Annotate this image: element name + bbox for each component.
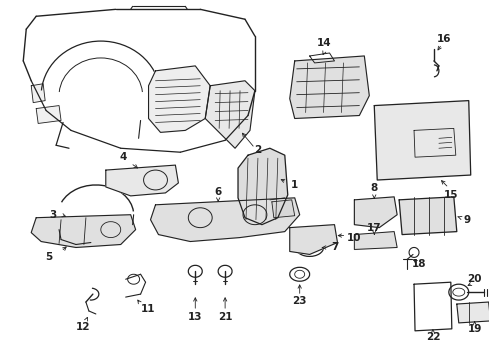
Polygon shape bbox=[238, 148, 288, 225]
Polygon shape bbox=[290, 225, 338, 255]
Text: 11: 11 bbox=[141, 304, 156, 314]
Polygon shape bbox=[272, 200, 294, 218]
Text: 10: 10 bbox=[347, 233, 362, 243]
Polygon shape bbox=[31, 84, 45, 103]
Text: 8: 8 bbox=[370, 183, 378, 193]
Polygon shape bbox=[457, 302, 490, 323]
Polygon shape bbox=[148, 66, 210, 132]
Text: 7: 7 bbox=[331, 243, 338, 252]
Polygon shape bbox=[31, 215, 136, 247]
Text: 15: 15 bbox=[443, 190, 458, 200]
Polygon shape bbox=[150, 198, 300, 242]
Text: 12: 12 bbox=[75, 322, 90, 332]
Polygon shape bbox=[290, 56, 369, 118]
Text: 1: 1 bbox=[291, 180, 298, 190]
Text: 20: 20 bbox=[467, 274, 482, 284]
Polygon shape bbox=[354, 197, 397, 228]
Text: 3: 3 bbox=[49, 210, 57, 220]
Text: 6: 6 bbox=[215, 187, 222, 197]
Polygon shape bbox=[354, 231, 397, 249]
Text: 18: 18 bbox=[412, 259, 426, 269]
Polygon shape bbox=[374, 100, 471, 180]
Text: 19: 19 bbox=[467, 324, 482, 334]
Text: 14: 14 bbox=[317, 38, 332, 48]
Text: 16: 16 bbox=[437, 34, 451, 44]
Text: 22: 22 bbox=[426, 332, 440, 342]
Text: 9: 9 bbox=[463, 215, 470, 225]
Polygon shape bbox=[36, 105, 61, 123]
Text: 17: 17 bbox=[367, 222, 382, 233]
Polygon shape bbox=[399, 197, 457, 235]
Text: 4: 4 bbox=[119, 152, 126, 162]
Text: 5: 5 bbox=[46, 252, 53, 262]
Polygon shape bbox=[106, 165, 178, 196]
Text: 13: 13 bbox=[188, 312, 202, 322]
Text: 23: 23 bbox=[293, 296, 307, 306]
Polygon shape bbox=[205, 81, 255, 148]
Text: 21: 21 bbox=[218, 312, 232, 322]
Text: 2: 2 bbox=[254, 145, 262, 155]
